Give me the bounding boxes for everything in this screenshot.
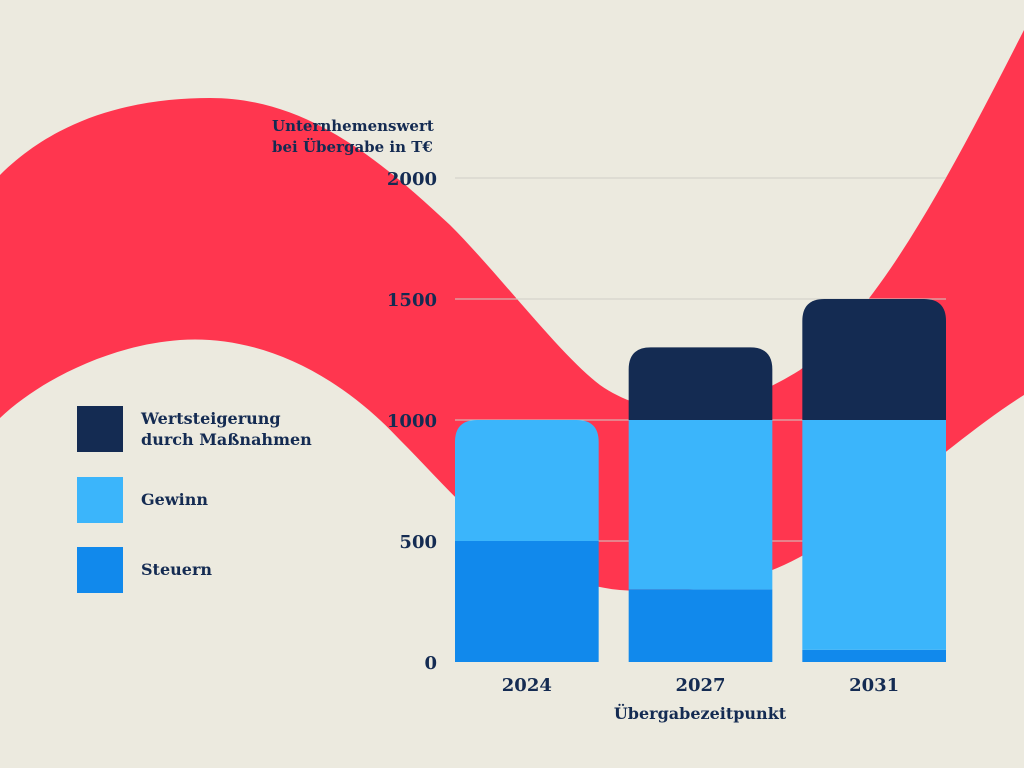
legend-label-wertsteigerung-line-2: durch Maßnahmen xyxy=(141,430,312,449)
y-axis-title-line-2: bei Übergabe in T€ xyxy=(272,138,433,156)
bar-2024-gewinn xyxy=(455,420,599,541)
legend-swatch-gewinn xyxy=(77,477,123,523)
legend-swatch-steuern xyxy=(77,547,123,593)
y-tick-label: 500 xyxy=(399,532,437,553)
bar-2031-steuern xyxy=(802,649,946,662)
labels-layer: 0 500 1000 1500 2000 2024 2027 2031 xyxy=(387,169,899,696)
legend-swatch-wertsteigerung xyxy=(77,406,123,452)
bars-layer xyxy=(455,299,946,662)
legend-label-gewinn: Gewinn xyxy=(141,490,208,509)
bar-2027-steuern xyxy=(628,589,773,662)
bar-2027-gewinn xyxy=(628,420,773,590)
bar-2031-gewinn xyxy=(802,420,946,650)
legend-label-wertsteigerung-line-1: Wertsteigerung xyxy=(141,409,281,428)
bar-2027-wertsteigerung xyxy=(628,347,773,420)
legend-label-steuern: Steuern xyxy=(141,560,212,579)
x-tick-label-2024: 2024 xyxy=(502,675,552,696)
y-tick-label: 1500 xyxy=(387,290,437,311)
bar-2031-wertsteigerung xyxy=(802,299,946,420)
y-axis-title-line-1: Unternhemenswert xyxy=(272,117,434,135)
x-tick-label-2031: 2031 xyxy=(849,675,899,696)
y-tick-label: 1000 xyxy=(387,411,437,432)
x-axis-title: Übergabezeitpunkt xyxy=(613,704,787,723)
y-tick-label: 2000 xyxy=(387,169,437,190)
x-tick-label-2027: 2027 xyxy=(675,675,725,696)
bar-2024-steuern xyxy=(455,541,599,662)
y-tick-label: 0 xyxy=(424,653,437,674)
